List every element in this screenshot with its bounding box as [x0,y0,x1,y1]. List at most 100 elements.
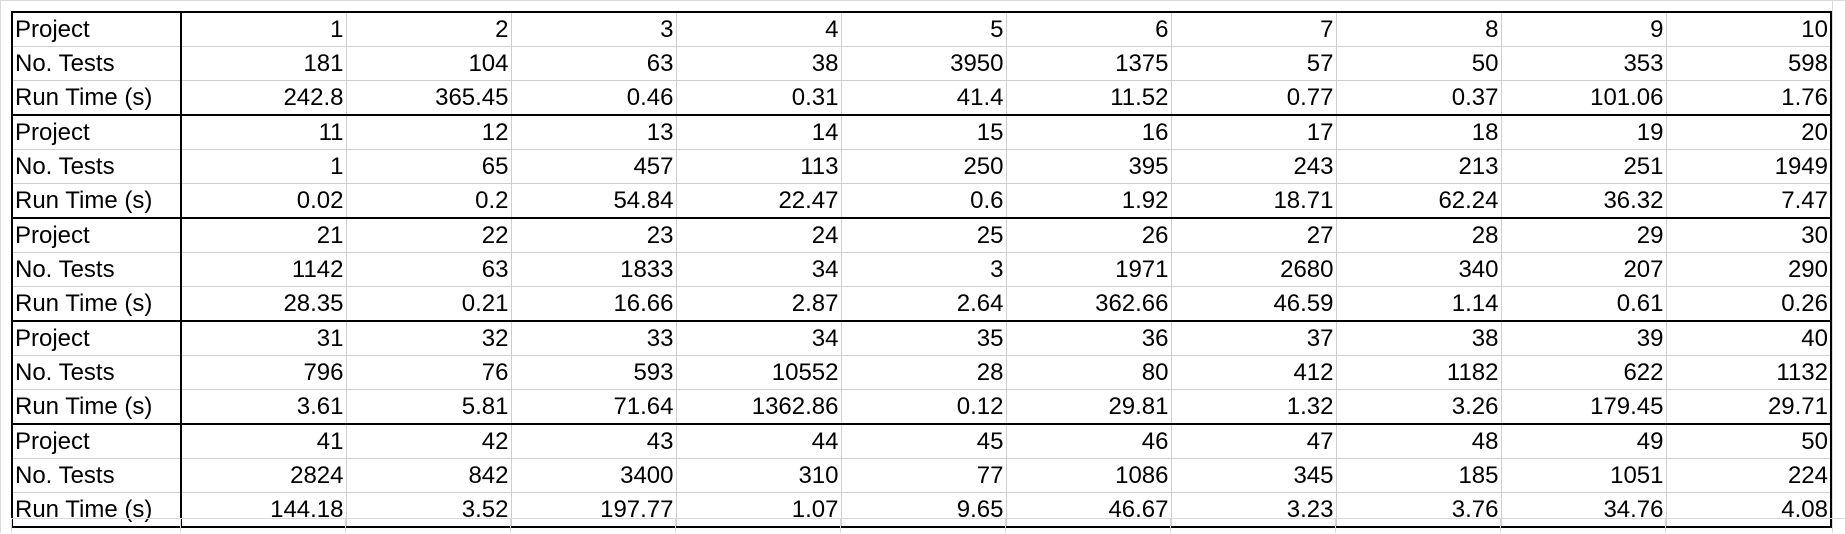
runtime-cell[interactable]: 54.84 [510,183,676,219]
tests-cell[interactable]: 28 [840,355,1006,390]
project-cell[interactable]: 50 [1665,423,1831,459]
tests-cell[interactable]: 1132 [1665,355,1831,390]
row-label-project[interactable]: Project [11,217,182,253]
runtime-cell[interactable]: 22.47 [675,183,841,219]
project-cell[interactable]: 44 [675,423,841,459]
project-cell[interactable]: 42 [345,423,511,459]
runtime-cell[interactable]: 0.37 [1335,80,1501,116]
tests-cell[interactable]: 63 [345,252,511,287]
project-cell[interactable]: 18 [1335,114,1501,150]
tests-cell[interactable]: 1949 [1665,149,1831,184]
runtime-cell[interactable]: 34.76 [1500,492,1666,528]
runtime-cell[interactable]: 46.59 [1170,286,1336,322]
tests-cell[interactable]: 38 [675,46,841,81]
project-cell[interactable]: 8 [1335,11,1501,47]
project-cell[interactable]: 46 [1005,423,1171,459]
project-cell[interactable]: 25 [840,217,1006,253]
runtime-cell[interactable]: 18.71 [1170,183,1336,219]
project-cell[interactable]: 11 [180,114,346,150]
tests-cell[interactable]: 76 [345,355,511,390]
tests-cell[interactable]: 207 [1500,252,1666,287]
tests-cell[interactable]: 3950 [840,46,1006,81]
tests-cell[interactable]: 57 [1170,46,1336,81]
runtime-cell[interactable]: 0.12 [840,389,1006,425]
runtime-cell[interactable]: 3.26 [1335,389,1501,425]
tests-cell[interactable]: 1051 [1500,458,1666,493]
runtime-cell[interactable]: 36.32 [1500,183,1666,219]
runtime-cell[interactable]: 1.07 [675,492,841,528]
project-cell[interactable]: 19 [1500,114,1666,150]
project-cell[interactable]: 26 [1005,217,1171,253]
runtime-cell[interactable]: 362.66 [1005,286,1171,322]
project-cell[interactable]: 29 [1500,217,1666,253]
project-cell[interactable]: 31 [180,320,346,356]
tests-cell[interactable]: 622 [1500,355,1666,390]
row-label-tests[interactable]: No. Tests [11,458,182,493]
runtime-cell[interactable]: 0.2 [345,183,511,219]
row-label-tests[interactable]: No. Tests [11,46,182,81]
project-cell[interactable]: 20 [1665,114,1831,150]
tests-cell[interactable]: 104 [345,46,511,81]
project-cell[interactable]: 6 [1005,11,1171,47]
row-label-runtime[interactable]: Run Time (s) [11,389,182,425]
runtime-cell[interactable]: 2.64 [840,286,1006,322]
project-cell[interactable]: 34 [675,320,841,356]
project-cell[interactable]: 47 [1170,423,1336,459]
tests-cell[interactable]: 290 [1665,252,1831,287]
project-cell[interactable]: 27 [1170,217,1336,253]
project-cell[interactable]: 48 [1335,423,1501,459]
runtime-cell[interactable]: 5.81 [345,389,511,425]
project-cell[interactable]: 16 [1005,114,1171,150]
tests-cell[interactable]: 3400 [510,458,676,493]
project-cell[interactable]: 4 [675,11,841,47]
row-label-runtime[interactable]: Run Time (s) [11,80,182,116]
tests-cell[interactable]: 353 [1500,46,1666,81]
runtime-cell[interactable]: 3.61 [180,389,346,425]
runtime-cell[interactable]: 0.61 [1500,286,1666,322]
row-label-project[interactable]: Project [11,114,182,150]
runtime-cell[interactable]: 365.45 [345,80,511,116]
project-cell[interactable]: 14 [675,114,841,150]
tests-cell[interactable]: 1375 [1005,46,1171,81]
tests-cell[interactable]: 3 [840,252,1006,287]
tests-cell[interactable]: 224 [1665,458,1831,493]
project-cell[interactable]: 41 [180,423,346,459]
tests-cell[interactable]: 2824 [180,458,346,493]
runtime-cell[interactable]: 71.64 [510,389,676,425]
runtime-cell[interactable]: 1.32 [1170,389,1336,425]
project-cell[interactable]: 10 [1665,11,1831,47]
row-label-runtime[interactable]: Run Time (s) [11,286,182,322]
tests-cell[interactable]: 412 [1170,355,1336,390]
runtime-cell[interactable]: 3.23 [1170,492,1336,528]
project-cell[interactable]: 5 [840,11,1006,47]
project-cell[interactable]: 12 [345,114,511,150]
project-cell[interactable]: 2 [345,11,511,47]
project-cell[interactable]: 9 [1500,11,1666,47]
tests-cell[interactable]: 77 [840,458,1006,493]
project-cell[interactable]: 24 [675,217,841,253]
tests-cell[interactable]: 80 [1005,355,1171,390]
project-cell[interactable]: 38 [1335,320,1501,356]
project-cell[interactable]: 43 [510,423,676,459]
tests-cell[interactable]: 113 [675,149,841,184]
runtime-cell[interactable]: 0.6 [840,183,1006,219]
project-cell[interactable]: 22 [345,217,511,253]
tests-cell[interactable]: 213 [1335,149,1501,184]
tests-cell[interactable]: 181 [180,46,346,81]
runtime-cell[interactable]: 16.66 [510,286,676,322]
runtime-cell[interactable]: 28.35 [180,286,346,322]
tests-cell[interactable]: 10552 [675,355,841,390]
tests-cell[interactable]: 310 [675,458,841,493]
tests-cell[interactable]: 34 [675,252,841,287]
tests-cell[interactable]: 1833 [510,252,676,287]
tests-cell[interactable]: 185 [1335,458,1501,493]
row-label-runtime[interactable]: Run Time (s) [11,183,182,219]
runtime-cell[interactable]: 1.76 [1665,80,1831,116]
runtime-cell[interactable]: 242.8 [180,80,346,116]
row-label-project[interactable]: Project [11,320,182,356]
runtime-cell[interactable]: 7.47 [1665,183,1831,219]
runtime-cell[interactable]: 1.14 [1335,286,1501,322]
tests-cell[interactable]: 250 [840,149,1006,184]
project-cell[interactable]: 7 [1170,11,1336,47]
runtime-cell[interactable]: 46.67 [1005,492,1171,528]
